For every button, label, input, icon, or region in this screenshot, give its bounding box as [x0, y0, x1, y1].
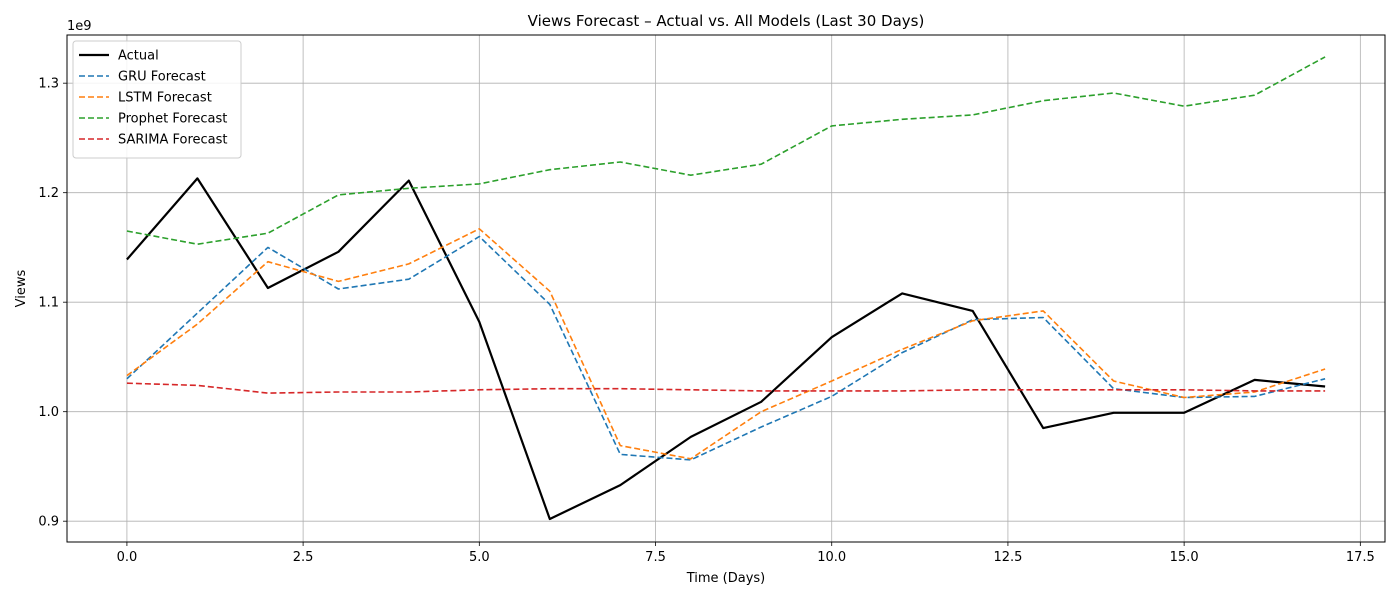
- series-line-actual: [126, 177, 1326, 521]
- x-tick-label: 0.0: [117, 550, 138, 565]
- grid: [67, 35, 1385, 542]
- legend-label-actual: Actual: [118, 49, 159, 64]
- y-axis: 0.9 1.0 1.1 1.2 1.3: [38, 77, 67, 530]
- series-line-sarima-forecast: [126, 382, 1326, 394]
- x-axis: 0.0 2.5 5.0 7.5 10.0 12.5 15.0 17.5: [117, 542, 1375, 565]
- x-axis-label: Time (Days): [686, 571, 766, 586]
- x-tick-label: 10.0: [817, 550, 846, 565]
- y-axis-scale-label: 1e9: [67, 19, 92, 34]
- x-tick-label: 12.5: [993, 550, 1022, 565]
- x-tick-label: 17.5: [1346, 550, 1375, 565]
- legend-label-prophet-forecast: Prophet Forecast: [118, 112, 227, 127]
- series-lines: [126, 56, 1326, 521]
- x-tick-label: 5.0: [469, 550, 490, 565]
- x-tick-label: 15.0: [1170, 550, 1199, 565]
- series-line-prophet-forecast: [126, 56, 1326, 245]
- y-tick-label: 0.9: [38, 515, 59, 530]
- chart-title: Views Forecast – Actual vs. All Models (…: [528, 12, 925, 30]
- series-line-gru-forecast: [126, 235, 1326, 461]
- x-tick-label: 2.5: [293, 550, 314, 565]
- x-tick-label: 7.5: [645, 550, 666, 565]
- legend: Actual GRU Forecast LSTM Forecast Prophet F…: [72, 40, 242, 159]
- y-axis-label: Views: [14, 269, 29, 307]
- series-line-lstm-forecast: [126, 228, 1326, 460]
- y-tick-label: 1.2: [38, 186, 59, 201]
- legend-label-lstm-forecast: LSTM Forecast: [118, 91, 212, 106]
- y-tick-label: 1.3: [38, 77, 59, 92]
- plot-frame: [66, 34, 1386, 543]
- legend-label-gru-forecast: GRU Forecast: [118, 70, 206, 85]
- legend-label-sarima-forecast: SARIMA Forecast: [118, 133, 228, 148]
- y-tick-label: 1.0: [38, 405, 59, 420]
- y-tick-label: 1.1: [38, 296, 59, 311]
- legend-box: [72, 40, 242, 159]
